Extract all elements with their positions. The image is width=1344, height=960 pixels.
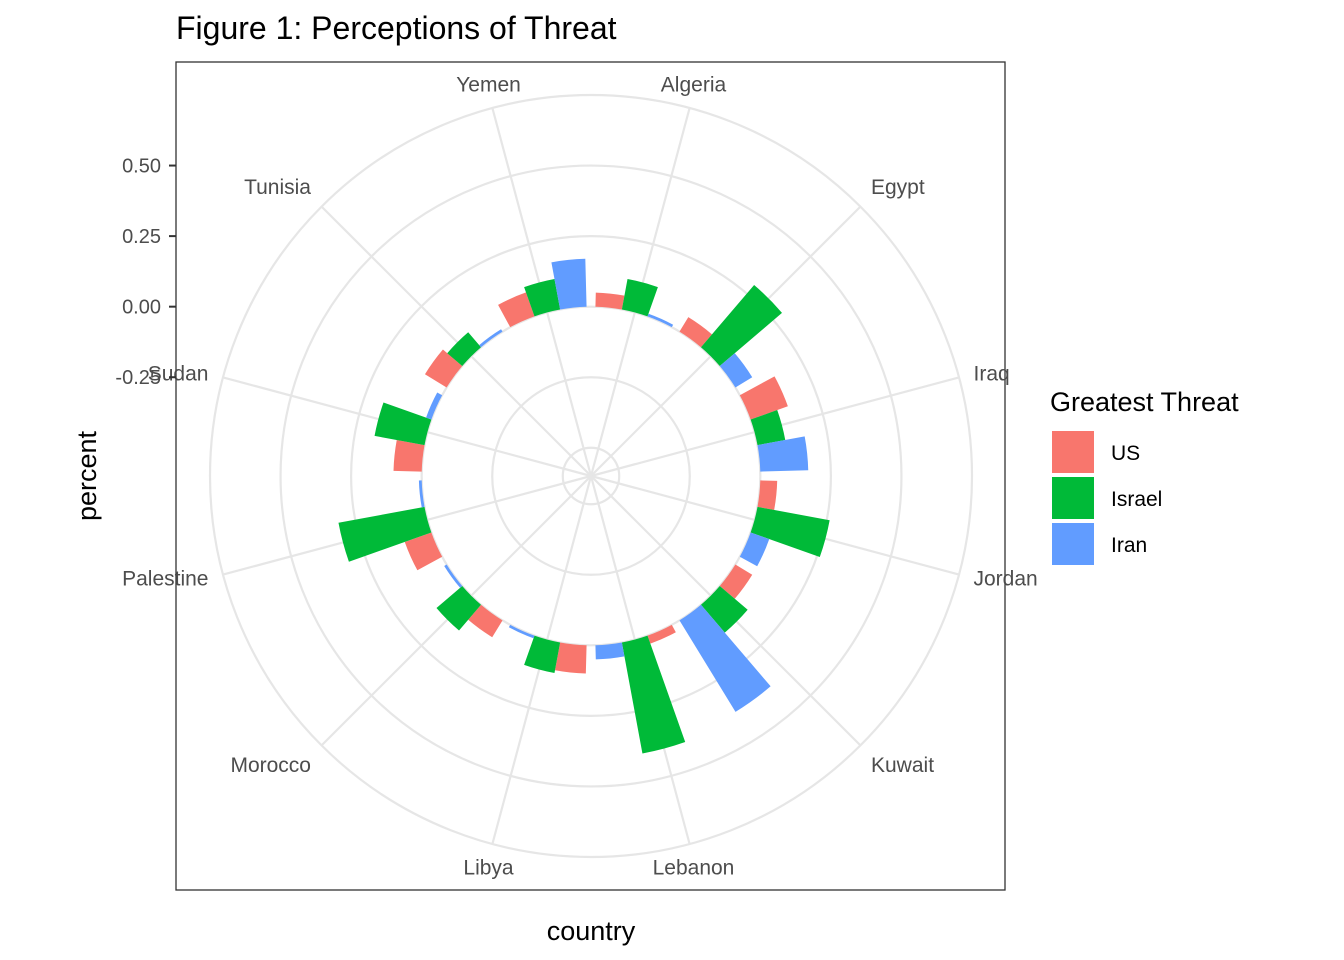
bar-us-kuwait	[719, 564, 753, 599]
bar-israel-lebanon	[621, 635, 686, 754]
bar-iran-yemen	[551, 258, 587, 310]
bar-iran-kuwait	[679, 604, 771, 712]
grid-circle	[208, 93, 974, 859]
bar-israel-kuwait	[700, 585, 748, 633]
y-tick-label: -0.25	[115, 367, 161, 389]
grid-circle	[491, 376, 691, 576]
bar-israel-libya	[524, 635, 561, 674]
bar-iran-morocco	[444, 564, 463, 588]
category-label-jordan: Jordan	[974, 567, 1038, 590]
category-label-yemen: Yemen	[456, 73, 521, 96]
bar-us-tunisia	[424, 349, 463, 388]
category-labels: Algeria Egypt Iraq Jordan Kuwait Lebanon Libya…	[122, 73, 1038, 879]
y-tick-label: 0.25	[122, 226, 161, 248]
category-label-libya: Libya	[463, 857, 514, 880]
chart-title: Figure 1: Perceptions of Threat	[176, 10, 617, 46]
bar-iran-jordan	[739, 532, 770, 567]
category-label-egypt: Egypt	[871, 176, 925, 199]
grid-circle	[561, 446, 621, 506]
grid-circle	[350, 235, 832, 717]
category-label-lebanon: Lebanon	[653, 857, 735, 880]
bar-israel-morocco	[436, 585, 482, 631]
legend-key-israel	[1052, 477, 1094, 519]
y-tick-label: 0.50	[122, 156, 161, 178]
bar-iran-algeria	[647, 313, 674, 328]
bar-iran-palestine	[418, 480, 425, 508]
legend-label-iran: Iran	[1111, 534, 1147, 557]
legend-label-us: US	[1111, 442, 1140, 465]
bar-us-yemen	[498, 292, 535, 328]
category-label-iraq: Iraq	[974, 363, 1010, 386]
category-label-palestine: Palestine	[122, 567, 208, 590]
bar-israel-jordan	[750, 506, 830, 558]
bar-us-libya	[554, 642, 587, 674]
bar-israel-sudan	[374, 402, 432, 446]
y-axis-title: percent	[72, 430, 102, 521]
legend-key-iran	[1052, 523, 1094, 565]
legend-label-israel: Israel	[1111, 488, 1162, 511]
bar-us-iraq	[739, 376, 788, 420]
category-label-tunisia: Tunisia	[244, 176, 311, 199]
bar-layer	[338, 258, 830, 754]
bar-iran-sudan	[426, 392, 443, 420]
y-axis: 0.50 0.25 0.00 -0.25	[115, 156, 176, 389]
bar-israel-yemen	[524, 278, 561, 317]
bar-us-morocco	[468, 604, 503, 638]
bar-us-palestine	[404, 532, 443, 571]
category-label-algeria: Algeria	[661, 73, 727, 96]
bar-iran-egypt	[719, 353, 753, 388]
bar-israel-algeria	[621, 278, 658, 317]
category-label-sudan: Sudan	[148, 363, 209, 386]
legend-key-us	[1052, 431, 1094, 473]
legend-title: Greatest Threat	[1050, 387, 1239, 417]
legend: Greatest Threat US Israel Iran	[1050, 387, 1239, 565]
bar-israel-tunisia	[447, 332, 482, 367]
grid-spoke	[320, 205, 592, 477]
category-label-kuwait: Kuwait	[871, 754, 934, 777]
x-axis-title: country	[547, 916, 636, 946]
bar-israel-egypt	[700, 285, 782, 367]
bar-iran-iraq	[757, 436, 809, 472]
bar-us-sudan	[393, 439, 425, 472]
bar-israel-iraq	[750, 410, 786, 446]
grid-circle	[420, 305, 762, 647]
bar-iran-lebanon	[595, 642, 625, 660]
y-tick-label: 0.00	[122, 297, 161, 319]
bar-israel-palestine	[338, 506, 432, 562]
bar-us-algeria	[595, 292, 625, 310]
bar-us-egypt	[679, 317, 712, 348]
grid-circle	[279, 164, 903, 788]
bar-iran-libya	[508, 624, 535, 639]
bar-us-jordan	[757, 480, 778, 510]
category-label-morocco: Morocco	[230, 754, 311, 777]
bar-us-lebanon	[647, 624, 676, 644]
bar-iran-tunisia	[479, 329, 503, 348]
